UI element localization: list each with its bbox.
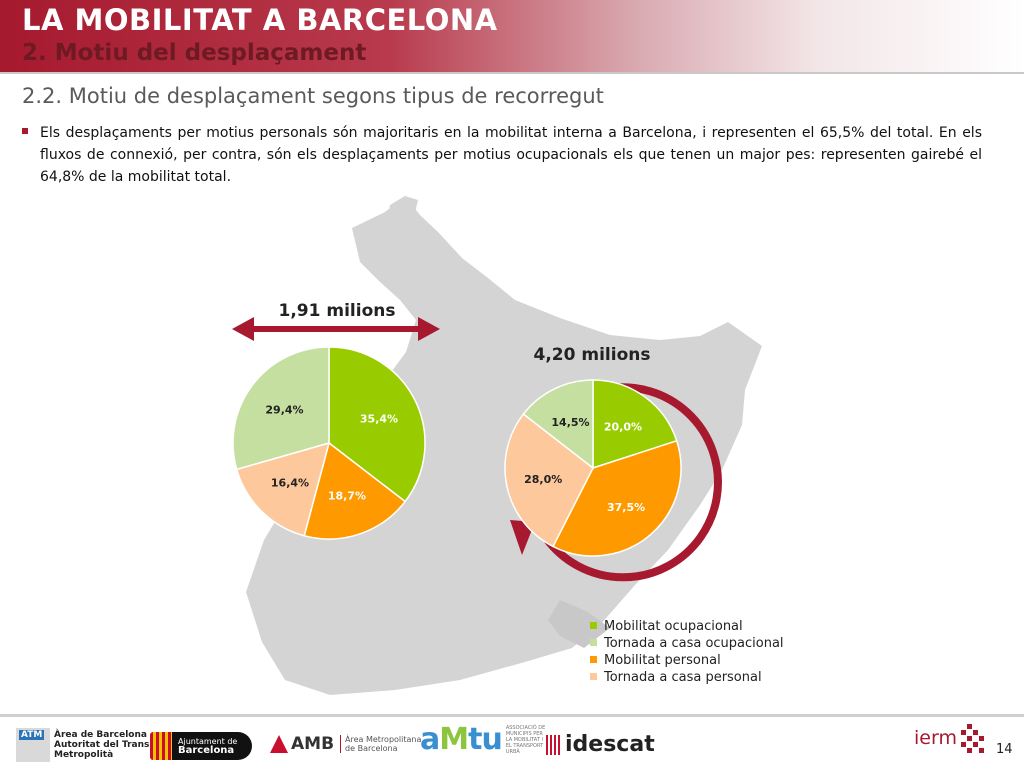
pie-0-slice-3 bbox=[232, 346, 330, 471]
ajuntament-logo: Ajuntament de Barcelona bbox=[150, 732, 252, 760]
legend-swatch-3 bbox=[590, 673, 597, 680]
pie-0-slice-2 bbox=[235, 441, 331, 537]
idescat-name: idescat bbox=[565, 732, 655, 757]
pie-1-label-0: 20,0% bbox=[604, 421, 642, 434]
pie-0-slice-0 bbox=[328, 346, 426, 503]
iermb-logo: ierm bbox=[914, 722, 985, 754]
amb-sub-1: Àrea Metropolitana bbox=[345, 735, 422, 744]
barcelona-map bbox=[246, 196, 762, 695]
barcelona-flag-icon bbox=[150, 732, 172, 760]
bullet-text: Els desplaçaments per motius personals s… bbox=[40, 125, 982, 185]
chart-legend: Mobilitat ocupacional Tornada a casa ocup… bbox=[590, 619, 784, 685]
pie-1-slice-1 bbox=[552, 439, 682, 557]
header-banner: LA MOBILITAT A BARCELONA 2. Motiu del de… bbox=[0, 0, 1024, 72]
legend-label-2: Mobilitat personal bbox=[604, 653, 721, 668]
iermb-name: ierm bbox=[914, 727, 957, 749]
amb-sub-2: de Barcelona bbox=[345, 744, 398, 753]
pie-0-label-2: 16,4% bbox=[271, 477, 309, 490]
pie-1-slice-2 bbox=[504, 413, 594, 548]
map-north-district bbox=[386, 196, 418, 240]
mobility-chart: 35,4% 18,7% 16,4% 29,4% 20,0% 37,5% 28,0% 14,5%… bbox=[232, 196, 784, 695]
legend-swatch-2 bbox=[590, 656, 597, 663]
header-divider bbox=[0, 72, 1024, 74]
atm-line-3: Metropolità bbox=[54, 750, 114, 760]
amb-logo: AMB Àrea Metropolitana de Barcelona bbox=[270, 734, 421, 754]
atm-logo: ATM Àrea de Barcelona Autoritat del Tran… bbox=[16, 728, 171, 762]
section-heading: 2.2. Motiu de desplaçament segons tipus … bbox=[22, 84, 604, 108]
pie-chart-0: 35,4% 18,7% 16,4% 29,4% bbox=[232, 346, 426, 540]
pie-0-label-1: 18,7% bbox=[328, 490, 366, 503]
legend-swatch-1 bbox=[590, 639, 597, 646]
pie-title-connexio: 1,91 milions bbox=[279, 301, 396, 321]
pie-0-label-0: 35,4% bbox=[360, 412, 398, 425]
legend-label-0: Mobilitat ocupacional bbox=[604, 619, 743, 634]
bullet-marker bbox=[22, 128, 28, 134]
footer-divider bbox=[0, 714, 1024, 717]
pie-1-label-1: 37,5% bbox=[607, 501, 645, 514]
amb-name: AMB bbox=[291, 734, 335, 754]
pie-chart-1: 20,0% 37,5% 28,0% 14,5% bbox=[504, 379, 682, 557]
ajuntament-line-2: Barcelona bbox=[178, 745, 235, 756]
amtu-part-3: tu bbox=[468, 722, 503, 757]
pie-0-slice-1 bbox=[303, 441, 407, 540]
map-harbour bbox=[548, 600, 610, 648]
amtu-part-1: a bbox=[420, 722, 440, 757]
atm-line-2: Autoritat del Transport bbox=[54, 740, 171, 750]
legend-label-1: Tornada a casa ocupacional bbox=[603, 636, 784, 651]
atm-line-1: Àrea de Barcelona bbox=[54, 730, 147, 740]
idescat-logo: idescat bbox=[546, 732, 655, 757]
map-main-area bbox=[246, 196, 762, 695]
page-subtitle: 2. Motiu del desplaçament bbox=[22, 40, 367, 66]
amtu-part-2: M bbox=[439, 722, 469, 757]
pie-1-slice-3 bbox=[522, 379, 594, 470]
pie-0-label-3: 29,4% bbox=[265, 404, 303, 417]
atm-badge: ATM bbox=[19, 730, 45, 740]
bullet-point: Els desplaçaments per motius personals s… bbox=[22, 122, 982, 188]
connection-double-arrow bbox=[232, 317, 440, 341]
page-title: LA MOBILITAT A BARCELONA bbox=[22, 3, 498, 37]
pie-1-label-2: 28,0% bbox=[524, 473, 562, 486]
pie-1-label-3: 14,5% bbox=[551, 416, 589, 429]
amtu-logo: aMtu ASSOCIACIÓ DE MUNICIPIS PER LA MOBI… bbox=[420, 722, 546, 757]
legend-label-3: Tornada a casa personal bbox=[603, 670, 762, 685]
amtu-subtitle: ASSOCIACIÓ DE MUNICIPIS PER LA MOBILITAT… bbox=[505, 724, 546, 755]
iermb-dots-icon bbox=[959, 722, 985, 754]
ajuntament-line-1: Ajuntament de bbox=[178, 737, 238, 746]
pie-title-interna: 4,20 milions bbox=[534, 345, 651, 365]
amb-triangle-icon bbox=[270, 735, 288, 753]
idescat-stripes-icon bbox=[546, 734, 562, 755]
page-number: 14 bbox=[996, 742, 1013, 757]
legend-swatch-0 bbox=[590, 622, 597, 629]
pie-1-slice-0 bbox=[592, 379, 678, 470]
